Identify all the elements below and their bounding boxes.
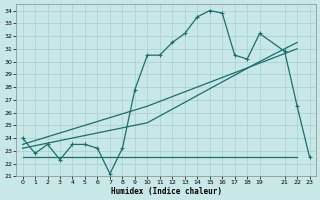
X-axis label: Humidex (Indice chaleur): Humidex (Indice chaleur) bbox=[111, 187, 221, 196]
